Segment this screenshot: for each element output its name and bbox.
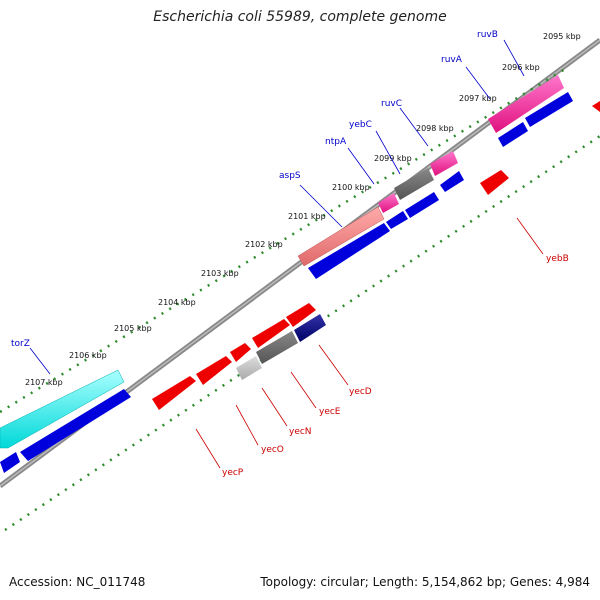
kbp-tick-label: 2106 kbp xyxy=(69,351,107,360)
gene-bars-upper xyxy=(0,75,564,449)
gene-label-ruvC: ruvC xyxy=(381,99,402,109)
cds-forward xyxy=(20,389,131,461)
kbp-tick-label: 2105 kbp xyxy=(114,324,152,333)
gene-label-ntpA: ntpA xyxy=(325,137,347,147)
gene-label-yebC: yebC xyxy=(349,120,372,130)
gene-label-yecP: yecP xyxy=(222,468,244,478)
gene-bar-yecD xyxy=(294,314,326,342)
gene-label-yebB: yebB xyxy=(546,254,569,264)
accession-label: Accession: NC_011748 xyxy=(9,575,146,589)
callouts-lower xyxy=(195,217,544,469)
kbp-tick-label: 2097 kbp xyxy=(459,94,497,103)
kbp-tick-label: 2099 kbp xyxy=(374,154,412,163)
kbp-tick-label: 2100 kbp xyxy=(332,183,370,192)
cds-forward xyxy=(405,192,439,218)
gene-bar-ntpA xyxy=(378,193,399,213)
gene-bar-yecN xyxy=(236,356,262,380)
cds-reverse xyxy=(480,170,509,195)
cds-reverse xyxy=(230,343,251,362)
gene-label-ruvA: ruvA xyxy=(441,55,463,65)
gene-bar-yebC xyxy=(394,168,434,200)
cds-forward xyxy=(386,211,408,229)
kbp-tick-label: 2104 kbp xyxy=(158,298,196,307)
kbp-tick-label: 2101 kbp xyxy=(288,212,326,221)
gene-bar-ruvC xyxy=(430,151,458,176)
gene-bars-lower xyxy=(236,314,326,380)
kbp-tick-label: 2102 kbp xyxy=(245,240,283,249)
cds-reverse xyxy=(196,356,232,385)
gene-bar-yecE xyxy=(256,331,298,364)
kbp-tick-label: 2098 kbp xyxy=(416,124,454,133)
cds-forward xyxy=(525,92,573,127)
gene-label-torZ: torZ xyxy=(11,339,30,349)
gene-bar-torZ xyxy=(0,369,125,449)
genome-summary: Topology: circular; Length: 5,154,862 bp… xyxy=(260,575,590,589)
gene-label-ruvB: ruvB xyxy=(477,30,498,40)
kbp-tick-label: 2095 kbp xyxy=(543,32,581,41)
genome-title: Escherichia coli 55989, complete genome xyxy=(153,9,447,25)
callouts-upper xyxy=(29,39,525,375)
gene-label-yecE: yecE xyxy=(319,407,341,417)
kbp-tick-label: 2107 kbp xyxy=(25,378,63,387)
cds-forward xyxy=(0,452,20,473)
kbp-scale: 2095 kbp 2096 kbp 2097 kbp 2098 kbp 2099 kbp… xyxy=(25,32,581,387)
gene-label-yecD: yecD xyxy=(349,387,372,397)
cds-forward xyxy=(308,223,390,279)
cds-reverse xyxy=(286,303,316,327)
cds-forward xyxy=(498,122,528,147)
reverse-cds-group xyxy=(152,101,600,410)
upper-tick-track xyxy=(0,67,566,414)
cds-reverse xyxy=(152,376,196,410)
cds-reverse xyxy=(252,319,290,348)
gene-bar-aspS xyxy=(297,206,385,267)
forward-cds-group xyxy=(0,92,573,473)
gene-label-yecN: yecN xyxy=(289,427,312,437)
gene-labels-lower: yebB yecD yecE yecN yecO yecP xyxy=(222,254,569,478)
gene-label-aspS: aspS xyxy=(279,171,301,181)
cds-reverse xyxy=(592,101,600,112)
kbp-tick-label: 2103 kbp xyxy=(201,269,239,278)
gene-label-yecO: yecO xyxy=(261,445,284,455)
kbp-tick-label: 2096 kbp xyxy=(502,63,540,72)
lower-tick-track xyxy=(4,134,600,532)
cds-forward xyxy=(440,171,464,192)
gene-bar-ruvAB xyxy=(488,75,564,133)
